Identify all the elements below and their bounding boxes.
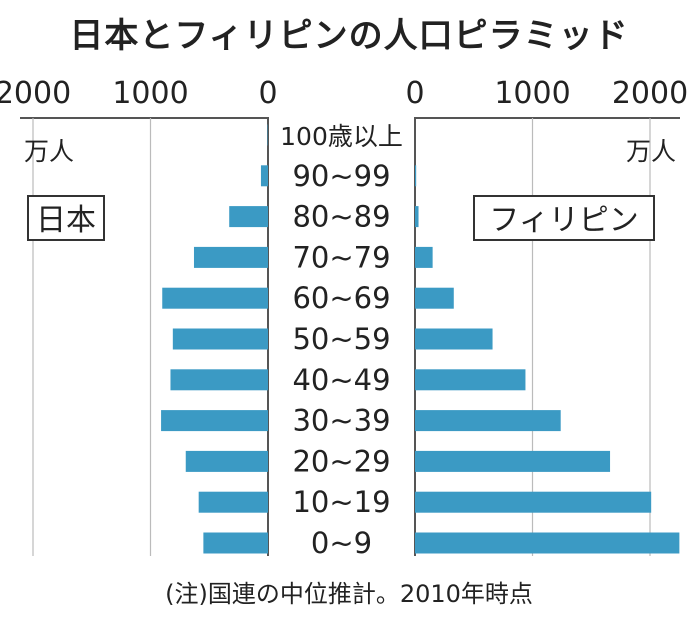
age-group-label: 60~69 (292, 281, 390, 315)
bar-japan-4 (162, 287, 268, 309)
bar-philippines-1 (415, 165, 417, 187)
age-group-label: 40~49 (292, 363, 390, 397)
legend-label-philippines: フィリピン (489, 203, 638, 238)
age-group-label: 20~29 (292, 444, 390, 478)
age-group-label: 30~39 (292, 404, 390, 438)
bar-philippines-7 (415, 410, 561, 432)
chart-title: 日本とフィリピンの人口ピラミッド (69, 16, 629, 56)
right-unit-label: 万人 (626, 137, 676, 166)
age-group-label: 80~89 (292, 200, 390, 234)
bar-japan-5 (172, 328, 268, 350)
age-group-label: 90~99 (292, 159, 390, 193)
left-tick-label: 0 (258, 76, 277, 111)
bar-philippines-5 (415, 328, 493, 350)
bar-philippines-8 (415, 450, 611, 472)
age-group-label: 100歳以上 (280, 122, 403, 151)
legend-label-japan: 日本 (36, 203, 96, 238)
bar-japan-9 (198, 491, 268, 513)
right-panel-frame (414, 117, 680, 556)
bar-philippines-4 (415, 287, 454, 309)
left-unit-label: 万人 (24, 137, 74, 166)
left-tick-label: 1000 (112, 76, 188, 111)
left-tick-label: 2000 (0, 76, 71, 111)
bar-philippines-3 (415, 246, 433, 268)
legend-box-philippines (473, 195, 655, 241)
bar-philippines-6 (415, 369, 526, 391)
age-group-label: 0~9 (311, 526, 372, 560)
age-group-label: 50~59 (292, 322, 390, 356)
bar-japan-6 (170, 369, 268, 391)
bar-japan-1 (260, 165, 268, 187)
right-tick-label: 2000 (612, 76, 688, 111)
age-group-label: 70~79 (292, 240, 390, 274)
age-group-label: 10~19 (292, 485, 390, 519)
left-panel-frame (20, 117, 269, 556)
source-note: (注)国連の中位推計。2010年時点 (165, 580, 533, 608)
bar-japan-3 (193, 246, 268, 268)
right-tick-label: 1000 (494, 76, 570, 111)
bar-philippines-2 (415, 206, 419, 228)
bar-japan-10 (203, 532, 268, 554)
bar-philippines-10 (415, 532, 680, 554)
bar-japan-8 (185, 450, 268, 472)
legend-box-japan (27, 195, 105, 241)
bar-japan-2 (229, 206, 268, 228)
bar-philippines-9 (415, 491, 652, 513)
bar-japan-7 (161, 410, 268, 432)
right-tick-label: 0 (405, 76, 424, 111)
